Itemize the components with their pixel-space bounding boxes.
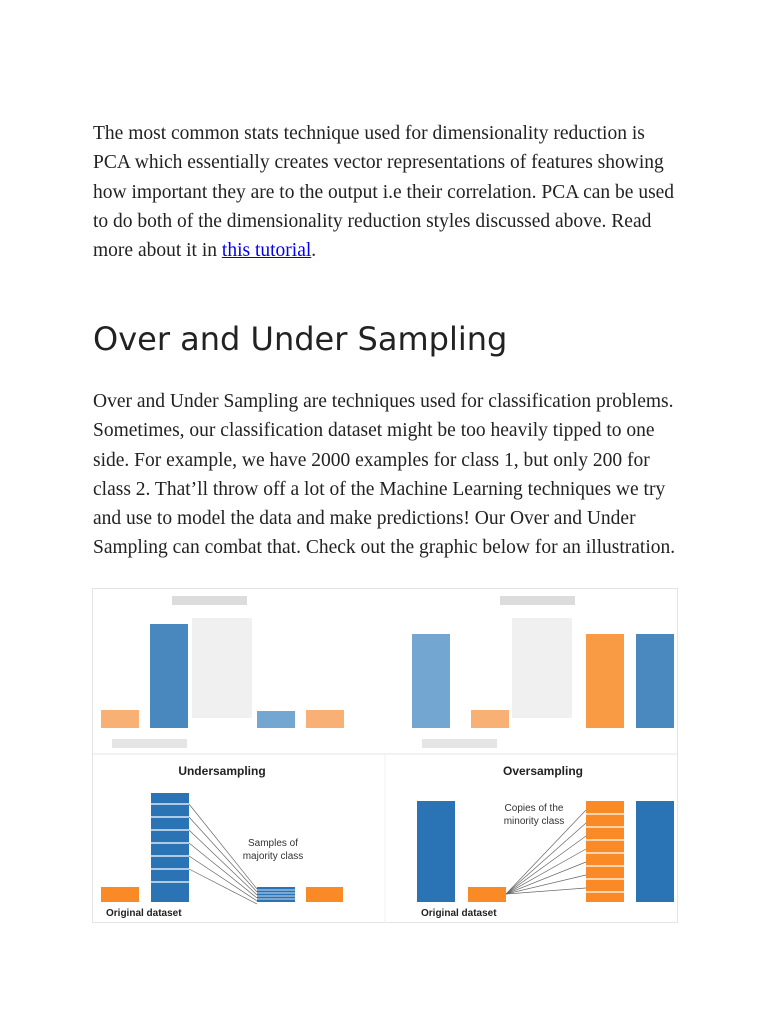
body-paragraph: Over and Under Sampling are techniques u… [93,391,676,559]
caption: Original dataset [106,908,182,919]
annotation: minority class [504,816,565,827]
bar-stripes [151,803,189,883]
minority-bar [101,887,139,902]
annotation: Copies of the [505,803,564,814]
intro-text: The most common stats technique used for… [93,123,675,262]
oversampled-bar [586,801,624,902]
annotation: Samples of [248,838,298,849]
bar-stripes [586,813,624,893]
bar-stripes [257,889,295,900]
intro-end: . [311,240,317,262]
panel-title: Undersampling [178,764,265,778]
sampling-figure: Undersampling Samples of majority class … [92,588,678,923]
section-heading: Over and Under Sampling [93,320,508,358]
minority-bar [468,887,506,902]
majority-bar [151,793,189,902]
majority-bar [636,801,674,902]
annotation: majority class [243,851,304,862]
majority-bar [417,801,455,902]
connector-lines [188,803,258,905]
intro-paragraph: The most common stats technique used for… [93,119,678,265]
minority-bar [306,887,343,902]
sampled-bar [257,887,295,902]
panel-title: Oversampling [503,764,583,778]
tutorial-link[interactable]: this tutorial [221,240,312,262]
connector-lines [505,809,587,895]
blurred-preview [101,596,674,748]
caption: Original dataset [421,908,497,919]
